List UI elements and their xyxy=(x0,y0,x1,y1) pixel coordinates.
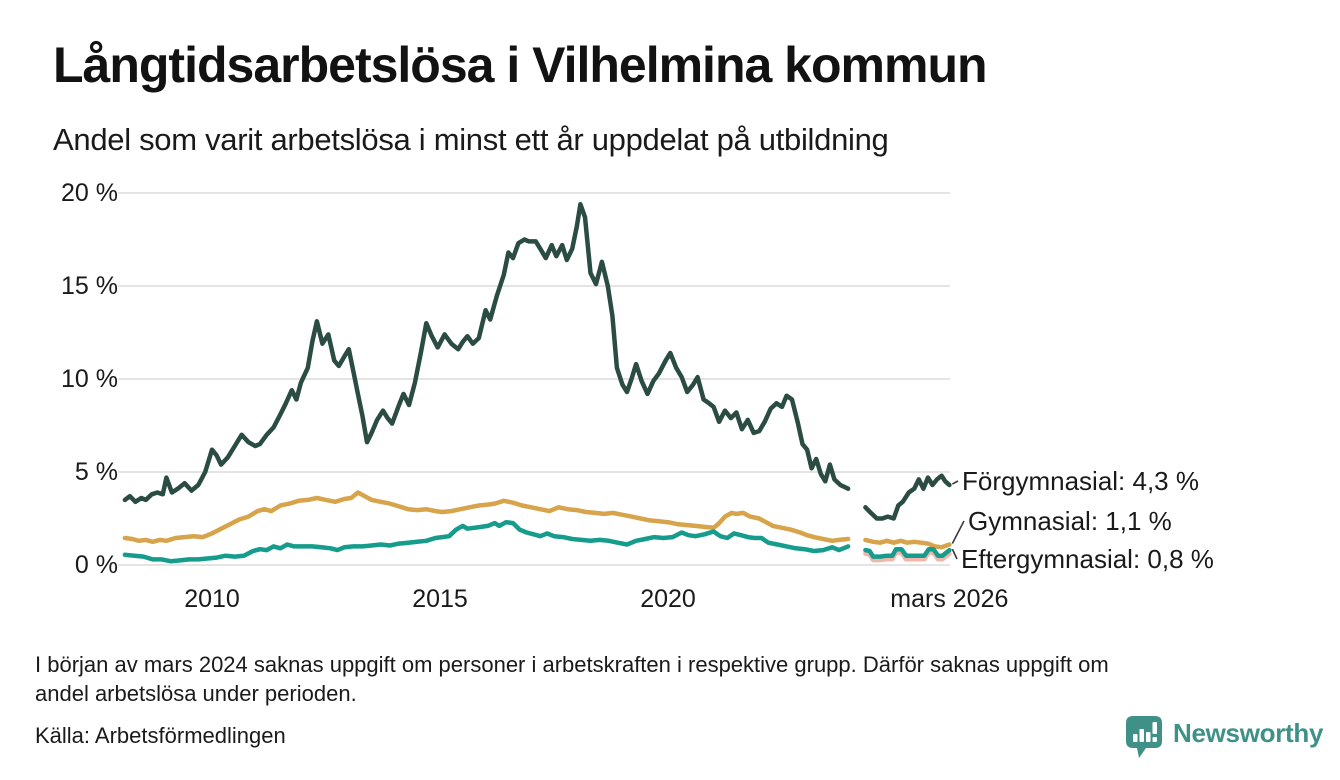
series-label-eftergymnasial: Eftergymnasial: 0,8 % xyxy=(961,544,1214,574)
x-axis-label: 2010 xyxy=(184,585,240,613)
series-line-förgymnasial xyxy=(122,201,851,505)
chart-subtitle: Andel som varit arbetslösa i minst ett å… xyxy=(53,122,889,157)
page-title: Långtidsarbetslösa i Vilhelmina kommun xyxy=(53,37,988,93)
series-line-förgymnasial-after-gap xyxy=(863,473,952,521)
footnote-line: andel arbetslösa under perioden. xyxy=(35,681,357,706)
source-label: Källa: Arbetsförmedlingen xyxy=(35,723,286,748)
series-label-gymnasial: Gymnasial: 1,1 % xyxy=(968,506,1172,536)
newsworthy-logo: Newsworthy xyxy=(1126,716,1323,759)
x-axis-label: 2015 xyxy=(412,585,468,613)
series-line-gymnasial xyxy=(122,490,851,545)
y-axis-label: 0 % xyxy=(74,551,118,579)
y-axis-label: 10 % xyxy=(61,365,118,393)
series-label-förgymnasial: Förgymnasial: 4,3 % xyxy=(962,466,1199,496)
y-axis-label: 20 % xyxy=(61,179,118,207)
label-connector-förgymnasial xyxy=(951,480,959,485)
footnote-line: I början av mars 2024 saknas uppgift om … xyxy=(35,652,1109,677)
label-connector-gymnasial xyxy=(951,520,965,544)
series-line-eftergymnasial-after-gap xyxy=(863,546,952,559)
y-axis-label: 5 % xyxy=(74,458,118,486)
series-line-gymnasial-after-gap xyxy=(863,537,952,550)
footnote: I början av mars 2024 saknas uppgift om … xyxy=(35,650,1109,708)
x-axis-label: mars 2026 xyxy=(890,585,1009,613)
newsworthy-icon xyxy=(1126,716,1162,758)
newsworthy-wordmark: Newsworthy xyxy=(1173,718,1324,748)
series-line-eftergymnasial xyxy=(122,519,851,564)
x-axis-label: 2020 xyxy=(640,585,696,613)
y-axis-label: 15 % xyxy=(61,272,118,300)
label-connector-eftergymnasial xyxy=(951,548,958,560)
